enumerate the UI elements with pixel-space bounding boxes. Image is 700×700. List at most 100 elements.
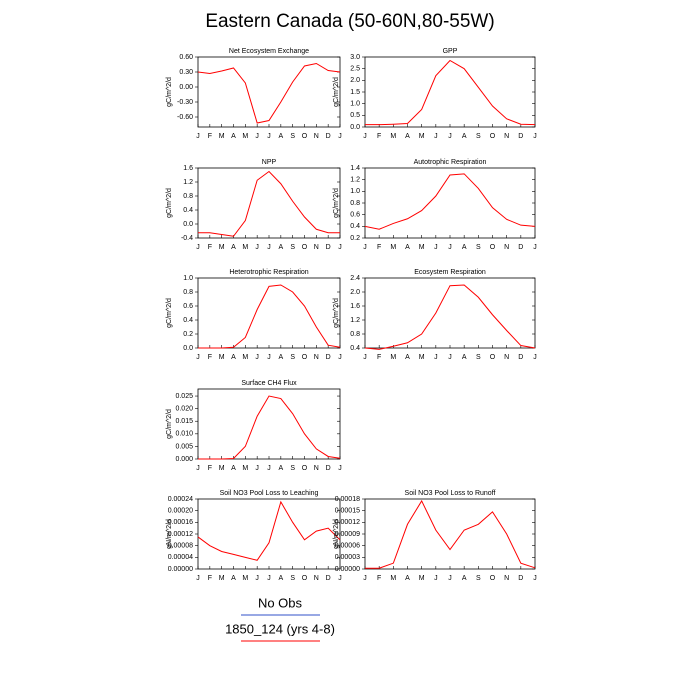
y-tick-label: 0.8 [183, 193, 193, 200]
x-tick-label: A [278, 354, 283, 361]
y-axis-label: gC/m^2/d [333, 77, 340, 107]
x-tick-label: O [302, 244, 308, 251]
x-tick-label: D [518, 133, 523, 140]
x-tick-label: J [434, 354, 438, 361]
series-line [198, 170, 340, 237]
x-tick-label: F [208, 133, 212, 140]
x-tick-label: D [326, 575, 331, 582]
x-tick-label: F [208, 244, 212, 251]
x-tick-label: A [231, 354, 236, 361]
y-tick-label: 0.00000 [335, 566, 360, 573]
y-axis-label: gC/m^2/d [333, 298, 340, 328]
y-tick-label: -0.4 [181, 235, 193, 242]
x-tick-label: F [377, 133, 381, 140]
plot-frame [364, 167, 536, 239]
x-tick-label: N [504, 244, 509, 251]
x-tick-label: A [231, 575, 236, 582]
x-tick-label: S [290, 244, 295, 251]
panel-title: Autotrophic Respiration [414, 159, 487, 166]
y-tick-label: 0.010 [175, 431, 193, 438]
x-tick-label: D [326, 465, 331, 472]
plot-frame [197, 56, 341, 128]
y-tick-label: 0.2 [350, 235, 360, 242]
plot-frame [197, 498, 341, 570]
x-tick-label: A [278, 133, 283, 140]
x-tick-label: S [290, 465, 295, 472]
y-tick-label: 0.00009 [335, 531, 360, 538]
x-tick-label: J [267, 575, 271, 582]
x-tick-label: J [448, 354, 452, 361]
y-tick-label: 0.4 [350, 223, 360, 230]
y-tick-label: 0.6 [350, 212, 360, 219]
x-tick-label: J [196, 465, 200, 472]
y-tick-label: 0.00003 [335, 554, 360, 561]
x-tick-label: J [255, 575, 259, 582]
x-tick-label: A [405, 133, 410, 140]
y-tick-label: 2.4 [350, 275, 360, 282]
y-tick-label: 1.0 [183, 275, 193, 282]
x-tick-label: A [462, 354, 467, 361]
x-tick-label: M [242, 465, 248, 472]
y-tick-label: 0.0 [350, 124, 360, 131]
x-tick-label: A [462, 575, 467, 582]
x-tick-label: F [208, 354, 212, 361]
y-axis-label: gC/m^2/d [166, 188, 173, 218]
y-axis-label: gC/m^2/d [333, 188, 340, 218]
x-tick-label: D [518, 575, 523, 582]
x-tick-label: J [533, 354, 537, 361]
panel-title: Net Ecosystem Exchange [229, 48, 309, 55]
x-tick-label: D [326, 354, 331, 361]
x-tick-label: A [462, 244, 467, 251]
x-tick-label: M [419, 354, 425, 361]
plot-frame [197, 277, 341, 349]
x-tick-label: J [267, 244, 271, 251]
y-tick-label: 0.4 [350, 345, 360, 352]
x-tick-label: J [267, 465, 271, 472]
x-tick-label: D [518, 244, 523, 251]
plot-frame [364, 56, 536, 128]
x-tick-label: J [338, 354, 342, 361]
y-tick-label: 2.5 [350, 66, 360, 73]
y-tick-label: -0.30 [177, 99, 193, 106]
x-tick-label: A [231, 465, 236, 472]
y-tick-label: 0.00 [179, 84, 193, 91]
x-tick-label: M [419, 133, 425, 140]
x-tick-label: J [434, 575, 438, 582]
y-tick-label: 0.0 [183, 345, 193, 352]
x-tick-label: J [363, 133, 367, 140]
x-tick-label: J [363, 575, 367, 582]
y-tick-label: 0.00000 [168, 566, 193, 573]
y-tick-label: 0.00012 [335, 519, 360, 526]
y-tick-label: 0.4 [183, 207, 193, 214]
panel-title: Soil NO3 Pool Loss to Leaching [220, 490, 319, 497]
panel-title: Soil NO3 Pool Loss to Runoff [405, 490, 496, 497]
panel-title: Heterotrophic Respiration [229, 269, 308, 276]
x-tick-label: J [338, 465, 342, 472]
y-axis-label: gN/m^2/d [333, 519, 340, 549]
x-tick-label: M [242, 244, 248, 251]
series-line [197, 62, 341, 124]
x-tick-label: O [490, 354, 496, 361]
y-tick-label: 0.4 [183, 317, 193, 324]
y-tick-label: 0.0 [183, 221, 193, 228]
panel-title: NPP [262, 159, 277, 166]
x-tick-label: S [476, 244, 481, 251]
x-tick-label: O [490, 575, 496, 582]
series-line [198, 395, 341, 460]
y-tick-label: 0.005 [175, 443, 193, 450]
y-tick-label: 1.5 [350, 89, 360, 96]
y-tick-label: 0.60 [179, 54, 193, 61]
y-axis-label: gC/m^2/d [166, 409, 173, 439]
x-tick-label: J [196, 354, 200, 361]
x-tick-label: J [196, 575, 200, 582]
y-tick-label: 2.0 [350, 289, 360, 296]
x-tick-label: M [419, 244, 425, 251]
x-tick-label: J [255, 354, 259, 361]
y-tick-label: 0.00006 [335, 543, 360, 550]
x-tick-label: J [338, 133, 342, 140]
x-tick-label: S [290, 575, 295, 582]
series-line [198, 284, 341, 349]
y-tick-label: 0.8 [183, 289, 193, 296]
x-tick-label: N [504, 133, 509, 140]
